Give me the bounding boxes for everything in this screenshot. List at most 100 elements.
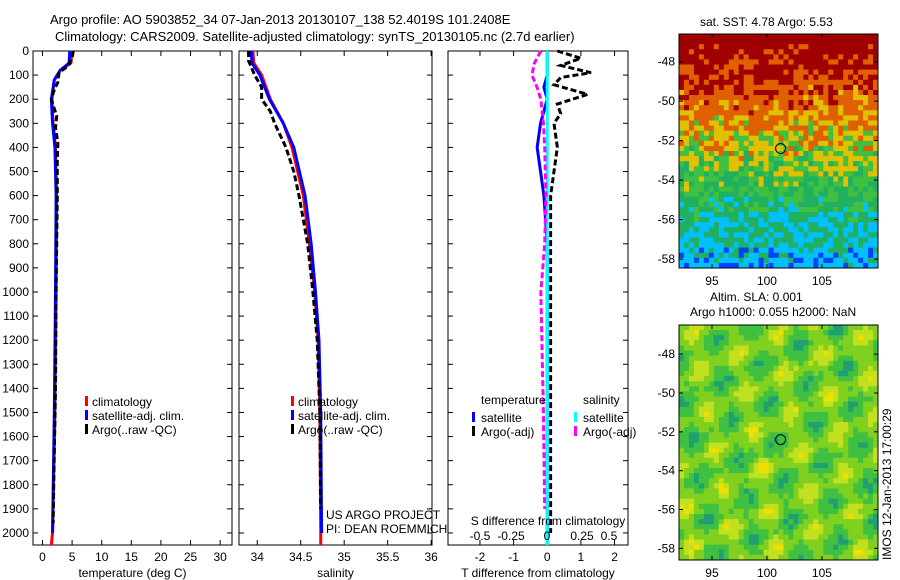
map-cell bbox=[813, 161, 819, 167]
map-cell bbox=[788, 201, 794, 208]
map-cell bbox=[758, 447, 765, 454]
map-cell bbox=[838, 427, 844, 433]
map-cell bbox=[718, 457, 725, 464]
map-cell bbox=[858, 406, 864, 413]
map-cell bbox=[768, 534, 775, 541]
map-cell bbox=[763, 554, 770, 561]
map-cell bbox=[758, 186, 765, 193]
map-cell bbox=[818, 524, 824, 530]
map-cell bbox=[798, 151, 804, 157]
map-cell bbox=[873, 508, 879, 515]
map-cell bbox=[698, 422, 705, 428]
map-cell bbox=[828, 514, 834, 520]
map-cell bbox=[728, 514, 735, 520]
map-cell bbox=[743, 105, 750, 111]
map-cell bbox=[793, 340, 799, 346]
map-cell bbox=[768, 44, 775, 50]
map-cell bbox=[828, 370, 834, 377]
map-cell bbox=[808, 176, 814, 183]
map-cell bbox=[693, 186, 700, 193]
map-cell bbox=[723, 145, 730, 152]
map-cell bbox=[813, 140, 819, 147]
map-cell bbox=[853, 483, 859, 489]
map-cell bbox=[683, 411, 690, 418]
map-cell bbox=[708, 54, 715, 60]
map-cell bbox=[748, 416, 755, 423]
map-cell bbox=[798, 365, 804, 372]
map-cell bbox=[868, 376, 874, 382]
map-cell bbox=[833, 483, 839, 489]
map-cell bbox=[783, 151, 789, 157]
map-cell bbox=[833, 391, 839, 398]
map-cell bbox=[728, 539, 735, 546]
map-cell bbox=[788, 508, 794, 515]
map-cell bbox=[679, 462, 685, 469]
map-cell bbox=[793, 151, 799, 157]
map-cell bbox=[683, 95, 690, 101]
map-cell bbox=[868, 442, 874, 449]
map-cell bbox=[783, 64, 789, 71]
map-cell bbox=[693, 360, 700, 367]
map-cell bbox=[798, 554, 804, 561]
map-cell bbox=[773, 493, 779, 500]
map-cell bbox=[679, 411, 685, 418]
map-cell bbox=[679, 125, 685, 132]
map-cell bbox=[813, 462, 819, 469]
map-cell bbox=[723, 54, 730, 60]
map-cell bbox=[788, 100, 794, 106]
map-cell bbox=[873, 391, 879, 398]
map-cell bbox=[703, 401, 710, 408]
map-cell bbox=[833, 105, 839, 111]
map-cell bbox=[679, 524, 685, 530]
map-cell bbox=[778, 549, 784, 556]
map-cell bbox=[698, 59, 705, 66]
map-cell bbox=[818, 39, 824, 45]
legend-label: Argo(..raw -QC) bbox=[298, 423, 383, 437]
map-cell bbox=[683, 257, 690, 264]
map-cell bbox=[848, 166, 854, 172]
map-cell bbox=[758, 247, 765, 254]
map-cell bbox=[743, 191, 750, 198]
map-cell bbox=[763, 140, 770, 147]
map-cell bbox=[738, 345, 745, 352]
map-cell bbox=[683, 519, 690, 525]
map-cell bbox=[708, 201, 715, 208]
map-cell bbox=[838, 201, 844, 208]
map-cell bbox=[753, 360, 760, 367]
map-cell bbox=[748, 514, 755, 520]
map-cell bbox=[843, 365, 849, 372]
map-cell bbox=[858, 370, 864, 377]
sst-map-title: sat. SST: 4.78 Argo: 5.53 bbox=[700, 15, 833, 29]
map-cell bbox=[713, 442, 720, 449]
map-cell bbox=[773, 483, 779, 489]
map-cell bbox=[758, 100, 765, 106]
map-cell bbox=[788, 145, 794, 152]
map-cell bbox=[713, 222, 720, 228]
map-cell bbox=[788, 539, 794, 546]
map-cell bbox=[798, 519, 804, 525]
map-cell bbox=[853, 457, 859, 464]
map-cell bbox=[793, 171, 799, 177]
map-cell bbox=[838, 186, 844, 193]
map-cell bbox=[748, 135, 755, 142]
map-cell bbox=[778, 145, 784, 152]
map-cell bbox=[808, 416, 814, 423]
map-cell bbox=[763, 462, 770, 469]
map-cell bbox=[698, 257, 705, 264]
map-cell bbox=[723, 365, 730, 372]
map-cell bbox=[813, 508, 819, 515]
map-cell bbox=[753, 549, 760, 556]
map-cell bbox=[728, 370, 735, 377]
map-cell bbox=[838, 442, 844, 449]
map-cell bbox=[748, 222, 755, 228]
map-cell bbox=[848, 171, 854, 177]
map-cell bbox=[708, 105, 715, 111]
map-cell bbox=[728, 212, 735, 218]
map-cell bbox=[758, 544, 765, 551]
map-cell bbox=[873, 120, 879, 127]
map-cell bbox=[823, 406, 829, 413]
map-cell bbox=[803, 115, 809, 121]
map-cell bbox=[778, 330, 784, 336]
map-cell bbox=[713, 534, 720, 541]
map-cell bbox=[833, 110, 839, 116]
